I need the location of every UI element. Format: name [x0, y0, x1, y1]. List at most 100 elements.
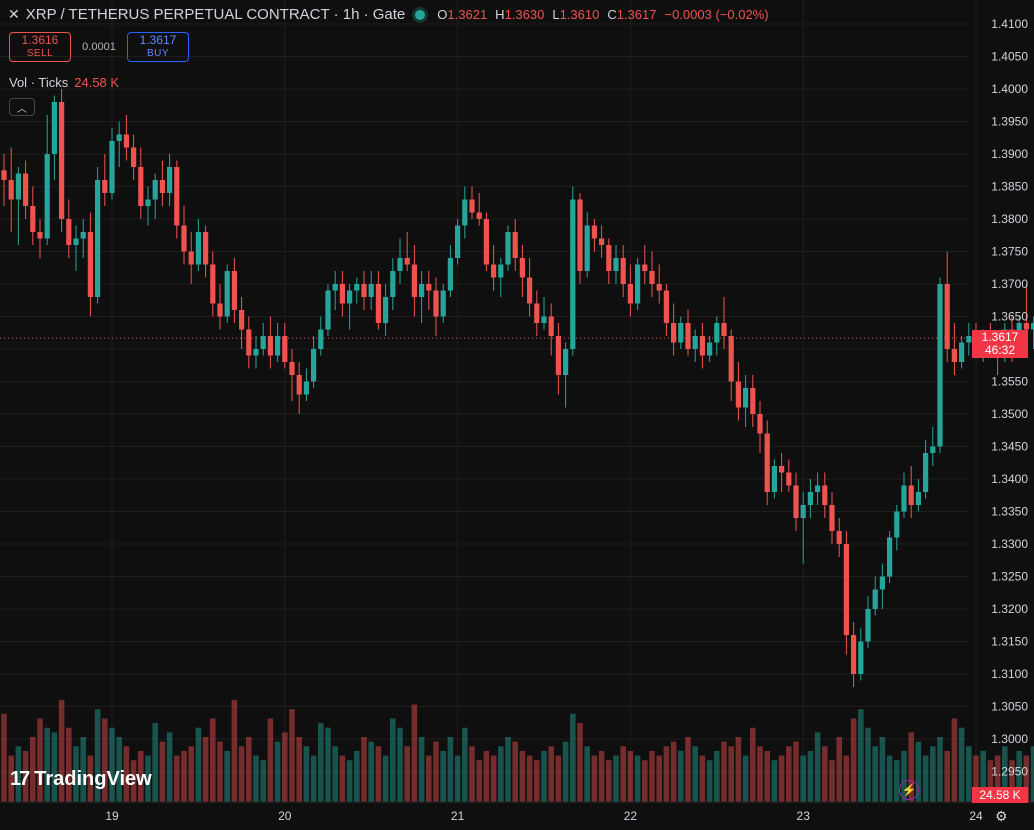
candle-body	[944, 284, 950, 349]
candle	[37, 219, 43, 258]
candle	[404, 232, 410, 271]
volume-bar	[282, 732, 288, 802]
volume-bar	[598, 750, 605, 802]
volume-bar	[865, 727, 871, 802]
candle	[793, 472, 799, 531]
price-tick-label: 1.3000	[991, 732, 1028, 746]
candle	[541, 297, 547, 330]
candle-body	[671, 323, 677, 343]
collapse-chevron-icon[interactable]: ︿	[9, 98, 35, 116]
candle	[102, 154, 108, 206]
candle-body	[800, 505, 806, 518]
candle-body	[325, 290, 331, 330]
candle	[908, 466, 914, 518]
volume-bar	[512, 741, 518, 802]
volume-bar	[94, 709, 101, 802]
lightning-icon[interactable]: ⚡	[899, 780, 919, 800]
candle-body	[570, 199, 576, 349]
candle	[642, 245, 648, 284]
volume-bar	[426, 755, 432, 802]
price-tick-label: 1.2950	[991, 765, 1028, 779]
buy-button[interactable]: 1.3617 BUY	[127, 32, 189, 62]
candle-body	[462, 199, 468, 226]
candle-body	[483, 219, 489, 265]
time-tick-label: 21	[451, 809, 465, 823]
candle	[411, 245, 417, 317]
candle	[159, 160, 165, 206]
candle	[152, 173, 158, 219]
candle-body	[771, 466, 777, 492]
price-axis[interactable]: 1.4100 1.4050 1.4000 1.3950 1.3900 1.3850 1.38…	[991, 17, 1028, 779]
candle-body	[512, 232, 518, 258]
candle	[138, 147, 144, 219]
settings-icon[interactable]: ⚙	[995, 808, 1008, 824]
volume-bar	[807, 750, 814, 802]
candle	[462, 186, 468, 239]
volume-bar	[750, 727, 756, 802]
volume-bar	[505, 737, 511, 802]
volume-bar	[181, 750, 187, 802]
volume-bar	[159, 741, 166, 802]
candle	[217, 284, 223, 330]
volume-bar	[246, 737, 252, 802]
candle	[267, 316, 273, 369]
candle-body	[555, 336, 561, 375]
candle	[591, 219, 597, 252]
volume-bar	[390, 718, 396, 802]
candle	[195, 219, 201, 271]
candle-body	[383, 297, 389, 323]
candle-body	[642, 264, 648, 271]
volume-bar	[541, 750, 547, 802]
candle-body	[757, 414, 763, 434]
candle	[390, 258, 396, 310]
candle	[707, 336, 713, 362]
candle	[786, 459, 792, 492]
close-icon[interactable]: ✕	[8, 6, 20, 22]
price-tick-label: 1.3500	[991, 407, 1028, 421]
candle-body	[275, 336, 281, 356]
sell-button[interactable]: 1.3616 SELL	[9, 32, 71, 62]
ohlc-readout: O1.3621 H1.3630 L1.3610 C1.3617 −0.0003 …	[437, 7, 769, 22]
volume-bar	[951, 718, 958, 802]
volume-bar	[519, 750, 526, 802]
candle	[447, 245, 453, 297]
volume-bar	[411, 704, 418, 802]
tradingview-logo-icon: 17	[10, 768, 30, 790]
candle	[296, 362, 302, 414]
candle-body	[649, 271, 655, 284]
volume-bar	[562, 741, 569, 802]
volume-legend[interactable]: Vol · Ticks 24.58 K	[9, 75, 120, 90]
volume-bar	[325, 727, 331, 802]
price-tick-label: 1.3200	[991, 602, 1028, 616]
volume-bars	[1, 699, 1034, 802]
volume-bar	[339, 755, 346, 802]
candle	[512, 219, 518, 271]
candle-body	[296, 375, 302, 395]
candle-body	[102, 180, 108, 193]
volume-bar	[577, 723, 583, 802]
volume-bar	[764, 750, 770, 802]
candle	[584, 212, 590, 278]
time-axis[interactable]: 19 20 21 22 23 24	[0, 801, 1034, 823]
candle-body	[584, 225, 590, 271]
volume-bar	[166, 732, 173, 802]
volume-bar	[145, 755, 151, 802]
candle-body	[347, 290, 353, 304]
volume-bar	[728, 746, 734, 802]
candle	[210, 251, 216, 317]
candle-body	[707, 342, 713, 356]
candle-body	[476, 212, 482, 219]
volume-bar	[469, 746, 475, 802]
volume-bar	[202, 737, 209, 802]
tradingview-logo[interactable]: 17 TradingView	[10, 768, 152, 790]
candle-body	[303, 381, 309, 395]
volume-bar	[382, 755, 389, 802]
symbol-title[interactable]: XRP / TETHERUS PERPETUAL CONTRACT · 1h ·…	[25, 6, 406, 23]
time-tick-label: 22	[624, 809, 638, 823]
candle	[635, 258, 641, 310]
volume-bar	[66, 727, 72, 802]
candle-body	[354, 284, 360, 291]
candle	[116, 121, 122, 167]
candle-body	[390, 271, 396, 297]
